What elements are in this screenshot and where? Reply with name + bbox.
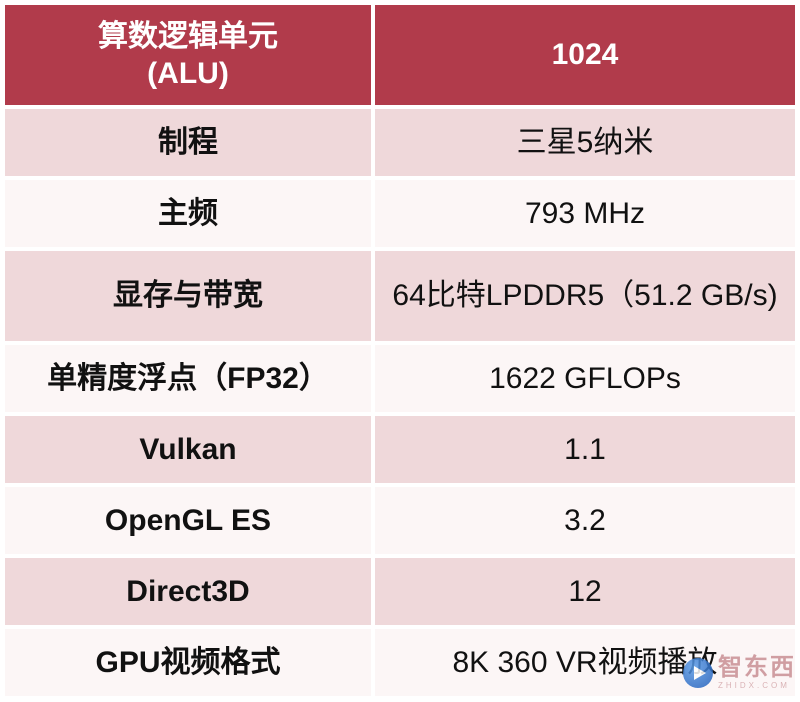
zhidx-logo-icon [683,658,713,688]
watermark-text: 智东西 [718,654,796,681]
spec-value-cell: 793 MHz [375,180,795,247]
spec-value-cell: 8K 360 VR视频播放 [375,629,795,696]
spec-label-cell: Vulkan [5,416,371,483]
zhidx-watermark: 智东西 ZHIDX.COM [683,656,796,690]
watermark-subtext: ZHIDX.COM [718,681,790,690]
spec-value-cell: 1024 [375,5,795,105]
spec-value-cell: 三星5纳米 [375,109,795,176]
spec-label-cell: GPU视频格式 [5,629,371,696]
spec-label-cell: 制程 [5,109,371,176]
spec-value-cell: 1.1 [375,416,795,483]
spec-label-cell: 单精度浮点（FP32） [5,345,371,412]
spec-value-cell: 64比特LPDDR5（51.2 GB/s) [375,251,795,341]
spec-label-cell: 算数逻辑单元 (ALU) [5,5,371,105]
spec-value-cell: 3.2 [375,487,795,554]
gpu-spec-table: 算数逻辑单元 (ALU) 1024 制程 三星5纳米 主频 793 MHz 显存… [5,5,795,696]
spec-label-cell: Direct3D [5,558,371,625]
spec-value-cell: 1622 GFLOPs [375,345,795,412]
spec-value-cell: 12 [375,558,795,625]
spec-label-cell: OpenGL ES [5,487,371,554]
spec-label-cell: 显存与带宽 [5,251,371,341]
spec-label-cell: 主频 [5,180,371,247]
